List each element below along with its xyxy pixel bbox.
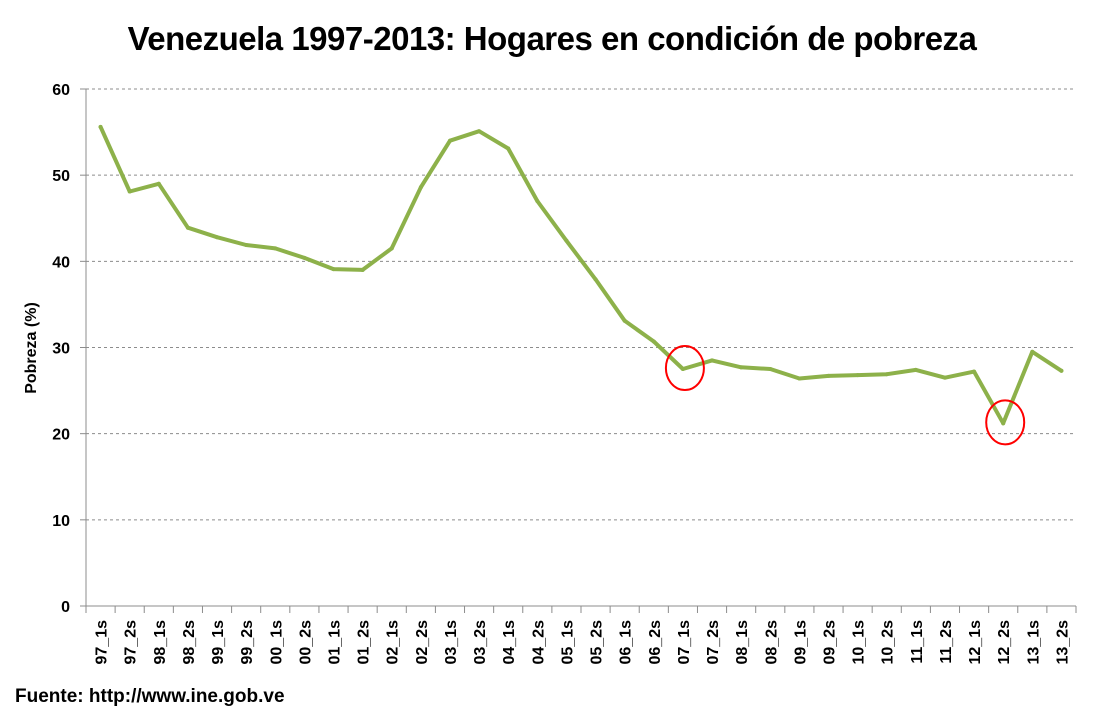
x-tick-label: 04_1s [501,620,518,665]
highlight-circles [664,345,1026,446]
x-tick-label: 13_1s [1025,620,1042,665]
data-point [739,365,744,370]
data-point [1001,421,1006,426]
data-point [477,129,482,134]
data-point [855,373,860,378]
chart-title: Venezuela 1997-2013: Hogares en condició… [127,20,977,57]
data-point [651,339,656,344]
x-tick-label: 02_1s [385,620,402,665]
x-tick-label: 01_2s [356,620,373,665]
source-note: Fuente: http://www.ine.gob.ve [15,686,285,707]
x-tick-labels: 97_1s 97_2s 98_1s 98_2s 99_1s 99_2s 00_1s 00_2s… [94,620,1072,665]
x-tick-label: 06_2s [647,620,664,665]
y-tick-labels: 0 10 20 30 40 50 60 [52,82,70,616]
y-tick-label: 50 [52,168,70,185]
y-tick-label: 20 [52,427,70,444]
highlight-circle [985,399,1026,446]
data-point [564,238,569,243]
data-point [506,146,511,151]
x-tick-label: 97_2s [123,620,140,665]
x-tick-label: 98_1s [152,620,169,665]
y-tick-label: 60 [52,82,70,99]
series-lines [98,124,1064,426]
x-tick-label: 98_2s [181,620,198,665]
x-tick-label: 03_1s [443,620,460,665]
y-axis-label: Pobreza (%) [23,302,40,394]
data-point [185,225,190,230]
x-tick-label: 07_1s [676,620,693,665]
x-tick-label: 12_1s [967,620,984,665]
data-point [331,267,336,272]
x-tick-label: 10_2s [880,620,897,665]
data-point [389,246,394,251]
x-tick-label: 97_1s [94,620,111,665]
x-tick-label: 05_2s [589,620,606,665]
x-tick-label: 04_2s [530,620,547,665]
x-tick-label: 00_2s [297,620,314,665]
data-point [418,185,423,190]
data-point [244,242,249,247]
y-tick-label: 30 [52,341,70,358]
data-point [302,255,307,260]
data-point [360,267,365,272]
data-point [710,358,715,363]
x-tick-label: 00_1s [268,620,285,665]
x-tick-label: 10_1s [851,620,868,665]
data-point [156,181,161,186]
y-tick-label: 10 [52,513,70,530]
x-tick-label: 11_1s [909,620,926,664]
data-point [797,376,802,381]
data-point [622,318,627,323]
x-tick-label: 05_1s [559,620,576,665]
data-point [447,138,452,143]
data-point [942,375,947,380]
x-tick-label: 12_2s [996,620,1013,665]
data-point [535,199,540,204]
x-tick-label: 99_1s [210,620,227,665]
data-point [127,189,132,194]
gridlines [86,88,1076,521]
y-tick-label: 0 [61,599,70,616]
x-tick-label: 09_2s [822,620,839,665]
x-tick-label: 01_1s [327,620,344,665]
data-point [215,235,220,240]
x-tick-label: 06_1s [618,620,635,665]
x-tick-label: 08_2s [763,620,780,665]
highlight-circle [664,345,705,392]
data-point [826,373,831,378]
x-tick-label: 99_2s [239,620,256,665]
axes [80,88,1077,613]
x-tick-label: 03_2s [472,620,489,665]
data-point [98,124,103,129]
x-tick-label: 08_1s [734,620,751,665]
x-tick-label: 07_2s [705,620,722,665]
series-line [98,124,1064,426]
data-point [913,367,918,372]
data-point [1030,349,1035,354]
data-point [593,277,598,282]
data-point [768,367,773,372]
data-point [1059,368,1064,373]
x-tick-label: 02_2s [414,620,431,665]
x-tick-label: 11_2s [938,620,955,664]
data-point [680,367,685,372]
y-tick-label: 40 [52,254,70,271]
data-point [972,369,977,374]
data-point [884,372,889,377]
data-point [273,246,278,251]
x-tick-label: 13_2s [1054,620,1071,665]
x-tick-label: 09_1s [792,620,809,665]
